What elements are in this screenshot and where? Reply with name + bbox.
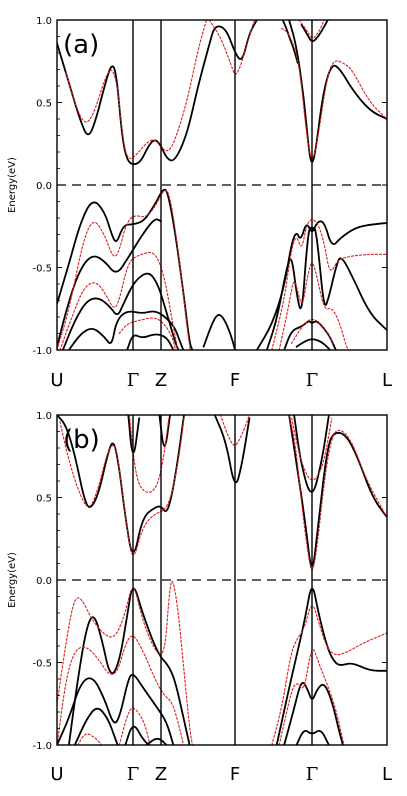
black-solid-band-10	[124, 725, 150, 745]
black-solid-band-8	[68, 310, 185, 350]
y-tick-label: -0.5	[32, 659, 52, 670]
k-point-label-gamma: Γ	[306, 370, 319, 391]
y-tick-label: 0.0	[36, 576, 52, 587]
y-axis-label: Energy(eV)	[7, 552, 18, 608]
y-tick-label: -0.5	[32, 264, 52, 275]
k-point-label-l: L	[382, 370, 392, 391]
black-solid-band-14	[295, 729, 330, 745]
k-point-label-gamma: Γ	[306, 764, 319, 785]
panel-label: (b)	[63, 425, 100, 455]
red-dashed-band-11	[278, 649, 345, 745]
k-point-label-z: Z	[155, 764, 167, 785]
bands-group	[57, 415, 387, 745]
black-solid-band-1	[57, 415, 185, 553]
k-point-label-gamma: Γ	[127, 370, 140, 391]
black-solid-band-5	[288, 415, 387, 567]
black-solid-band-6	[57, 218, 162, 348]
k-point-label-f: F	[230, 370, 240, 391]
black-solid-band-3	[158, 415, 171, 447]
red-dashed-band-2	[128, 415, 170, 493]
y-tick-label: -1.0	[32, 346, 52, 357]
y-tick-label: 0.0	[36, 181, 52, 192]
black-solid-band-7	[68, 587, 191, 745]
black-solid-band-4	[213, 415, 251, 484]
black-solid-band-14	[295, 338, 331, 350]
red-dashed-band-3	[281, 27, 387, 159]
black-solid-band-9	[73, 707, 119, 745]
k-point-label-gamma: Γ	[127, 764, 140, 785]
black-solid-band-9	[126, 333, 175, 350]
y-tick-label: 0.5	[36, 99, 52, 110]
black-solid-band-10	[202, 314, 236, 350]
black-solid-band-1	[57, 20, 258, 166]
y-tick-label: 1.0	[36, 411, 52, 422]
red-dashed-band-10	[271, 605, 387, 745]
red-dashed-band-5	[57, 190, 191, 350]
black-solid-band-12	[265, 226, 387, 350]
black-solid-band-11	[145, 737, 168, 745]
k-point-label-z: Z	[155, 370, 167, 391]
k-point-label-u: U	[50, 764, 63, 785]
red-dashed-band-6	[59, 251, 179, 350]
black-solid-band-12	[275, 587, 387, 745]
black-solid-band-4	[300, 20, 329, 43]
y-axis-label: Energy(eV)	[7, 157, 18, 213]
red-dashed-band-8	[271, 219, 387, 350]
black-solid-band-2	[288, 20, 387, 163]
y-tick-label: 0.5	[36, 494, 52, 505]
black-solid-band-13	[283, 681, 344, 745]
y-tick-label: 1.0	[36, 16, 52, 27]
k-point-label-u: U	[50, 370, 63, 391]
red-dashed-band-7	[118, 317, 177, 350]
red-dashed-band-8	[77, 733, 103, 745]
k-point-label-l: L	[382, 764, 392, 785]
red-dashed-band-1	[59, 417, 185, 556]
black-solid-band-13	[283, 320, 337, 350]
red-dashed-band-1	[65, 20, 207, 159]
red-dashed-band-7	[57, 635, 184, 745]
y-tick-label: -1.0	[32, 741, 52, 752]
k-point-label-f: F	[230, 764, 240, 785]
panel-label: (a)	[63, 30, 99, 60]
red-dashed-band-6	[57, 580, 193, 745]
red-dashed-band-4	[288, 415, 387, 571]
